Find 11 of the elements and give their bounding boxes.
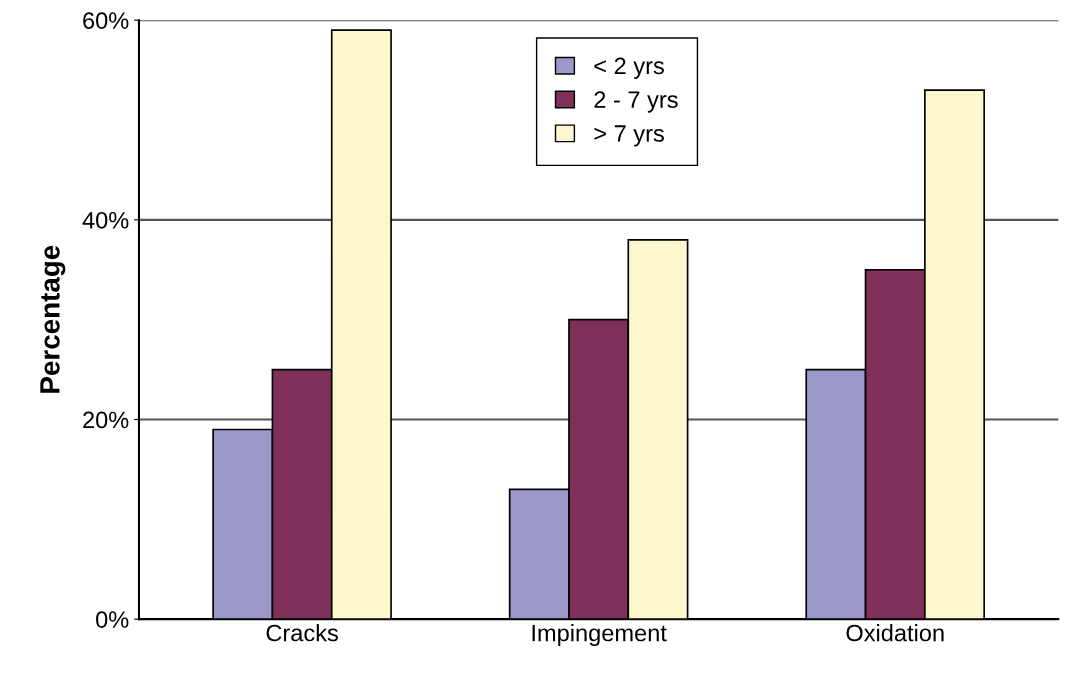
x-tick-label: Oxidation	[846, 624, 944, 642]
y-axis-title: Percentage	[40, 245, 66, 393]
x-tick-label: Cracks	[266, 624, 338, 642]
x-tick-label: Impingement	[532, 624, 667, 647]
y-tick-label: 40%	[82, 211, 129, 229]
legend-label: < 2 yrs	[594, 57, 664, 79]
legend-label: > 7 yrs	[594, 125, 664, 147]
y-tick-label: 60%	[83, 12, 129, 29]
y-tick-label: 20%	[83, 411, 129, 429]
y-tick-label: 0%	[96, 611, 129, 628]
legend-label: 2 - 7 yrs	[594, 91, 678, 113]
